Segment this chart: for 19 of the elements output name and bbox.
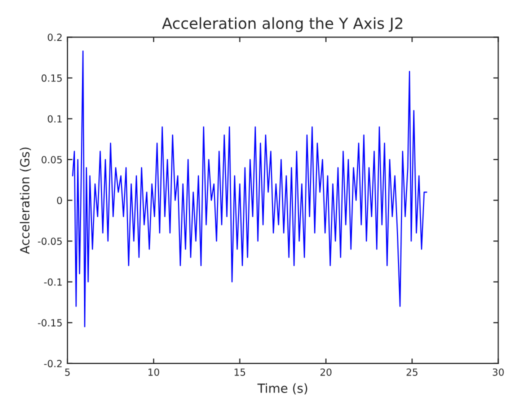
x-tick-label: 25 xyxy=(406,368,418,376)
x-tick-label: 5 xyxy=(65,368,70,376)
x-tick-label: 20 xyxy=(320,368,332,376)
chart-title: Acceleration along the Y Axis J2 xyxy=(162,17,402,32)
y-tick-label: -0.2 xyxy=(44,360,62,368)
y-axis-title: Acceleration (Gs) xyxy=(20,148,31,254)
x-tick-label: 15 xyxy=(234,368,246,376)
y-tick-label: -0.1 xyxy=(44,278,62,286)
y-tick-label: 0.2 xyxy=(48,34,62,41)
y-tick-label: 0.15 xyxy=(42,74,62,82)
y-tick-label: -0.15 xyxy=(38,319,62,326)
x-tick-label: 30 xyxy=(492,368,504,376)
y-tick-label: 0.05 xyxy=(42,156,62,164)
y-tick-label: 0 xyxy=(57,196,62,204)
x-axis-title: Time (s) xyxy=(257,383,308,394)
line-series xyxy=(72,50,428,328)
y-tick-label: -0.05 xyxy=(38,238,62,245)
x-tick-label: 10 xyxy=(148,368,160,376)
y-tick-label: 0.1 xyxy=(48,115,62,123)
